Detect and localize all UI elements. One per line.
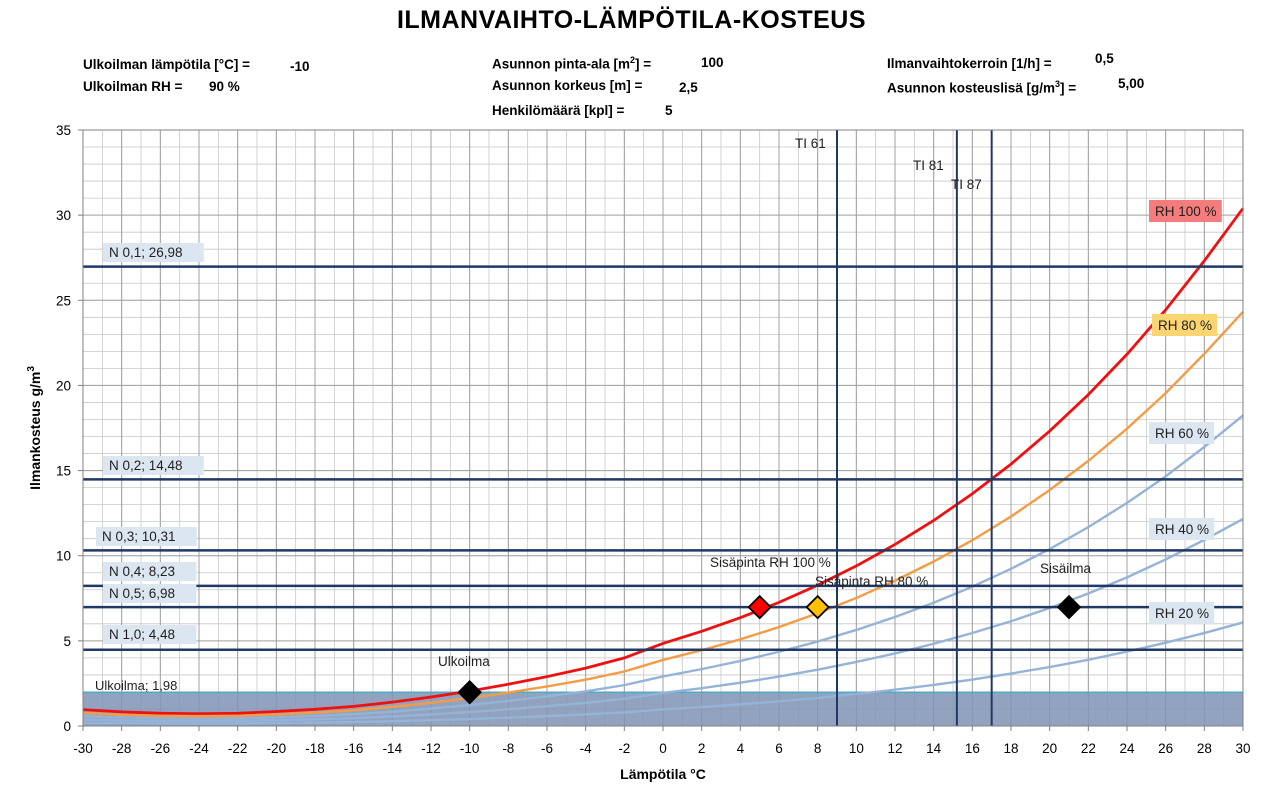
hline-label-bg-6: [103, 625, 197, 644]
area-value: 100: [701, 55, 724, 70]
persons-value: 5: [665, 103, 673, 118]
hline-label-bg-1: [103, 243, 204, 262]
x-tick-label: -20: [267, 741, 287, 756]
point-label-2: Sisäpinta RH 100 %: [710, 555, 831, 570]
x-tick-label: -28: [112, 741, 132, 756]
point-4: [1056, 594, 1082, 620]
persons-label: Henkilömäärä [kpl] =: [492, 103, 625, 118]
x-tick-label: -10: [460, 741, 480, 756]
hline-label-6: N 1,0; 4,48: [109, 627, 175, 642]
vline-label-2: TI 81: [913, 158, 944, 173]
hline-label-bg-3: [96, 527, 197, 546]
series-line-3: [82, 414, 1244, 720]
chart-title: ILMANVAIHTO-LÄMPÖTILA-KOSTEUS: [396, 6, 867, 34]
moisture-value: 5,00: [1118, 76, 1145, 91]
x-tick-label: -2: [618, 741, 630, 756]
y-tick-label: 30: [56, 208, 71, 223]
y-tick-label: 35: [56, 123, 71, 138]
x-tick-label: -14: [383, 741, 403, 756]
series-label-4: RH 40 %: [1155, 522, 1209, 537]
x-tick-label: 16: [965, 741, 980, 756]
series-label-3: RH 60 %: [1155, 426, 1209, 441]
point-2: [747, 594, 772, 620]
x-tick-label: 18: [1003, 741, 1018, 756]
x-tick-label: 10: [849, 741, 864, 756]
x-tick-label: 8: [814, 741, 822, 756]
x-tick-label: -30: [73, 741, 93, 756]
point-1: [457, 680, 482, 705]
hline-label-5: N 0,5; 6,98: [109, 586, 175, 601]
series-label-bg-4: [1149, 518, 1215, 540]
x-tick-label: -4: [580, 741, 592, 756]
series-label-bg-5: [1149, 602, 1215, 624]
series-label-bg-3: [1149, 422, 1215, 444]
y-tick-label: 0: [63, 719, 71, 734]
height-label: Asunnon korkeus [m] =: [492, 78, 643, 93]
x-tick-label: -22: [228, 741, 248, 756]
moisture-label: Asunnon kosteuslisä [g/m3] =: [887, 79, 1077, 96]
x-tick-label: -8: [502, 741, 514, 756]
point-label-1: Ulkoilma: [438, 654, 490, 669]
grid: [82, 129, 1244, 727]
y-tick-label: 20: [56, 378, 71, 393]
y-tick-label: 25: [56, 293, 71, 308]
x-tick-label: 6: [775, 741, 783, 756]
x-tick-label: 24: [1119, 741, 1135, 756]
hline-label-bg-5: [103, 584, 197, 603]
x-axis-title: Lämpötila °C: [620, 766, 706, 782]
point-3: [805, 594, 830, 620]
x-tick-label: 26: [1158, 741, 1173, 756]
y-tick-label: 10: [56, 549, 71, 564]
outdoor-rh-value: 90 %: [209, 79, 240, 94]
series-line-2: [82, 311, 1244, 718]
vline-label-3: TI 87: [951, 177, 982, 192]
x-tick-label: 14: [926, 741, 942, 756]
hline-label-4: N 0,4; 8,23: [109, 564, 175, 579]
vline-label-1: TI 61: [795, 136, 826, 151]
outdoor-band-label: Ulkoilma; 1,98: [95, 678, 177, 693]
y-tick-label: 5: [63, 634, 71, 649]
x-tick-label: -12: [421, 741, 441, 756]
series-line-5: [82, 621, 1244, 725]
point-label-3: Sisäpinta RH 80 %: [815, 574, 928, 589]
height-value: 2,5: [679, 80, 698, 95]
x-tick-label: 28: [1197, 741, 1212, 756]
hline-label-1: N 0,1; 26,98: [109, 245, 183, 260]
area-label: Asunnon pinta-ala [m2] =: [492, 55, 652, 72]
air-change-label: Ilmanvaihtokerroin [1/h] =: [887, 56, 1052, 71]
outdoor-rh-label: Ulkoilman RH =: [83, 79, 183, 94]
series-label-5: RH 20 %: [1155, 606, 1209, 621]
hline-label-bg-2: [103, 456, 204, 475]
hline-label-2: N 0,2; 14,48: [109, 458, 183, 473]
x-tick-label: -6: [541, 741, 553, 756]
hline-label-bg-4: [103, 562, 197, 581]
air-change-value: 0,5: [1095, 51, 1114, 66]
y-axis-title: Ilmankosteus g/m3: [26, 366, 43, 490]
series-label-1: RH 100 %: [1155, 204, 1217, 219]
x-tick-label: 0: [659, 741, 667, 756]
hline-label-3: N 0,3; 10,31: [102, 529, 176, 544]
x-tick-label: 12: [887, 741, 902, 756]
series-line-1: [82, 207, 1245, 716]
x-tick-label: -26: [151, 741, 171, 756]
series-label-2: RH 80 %: [1158, 318, 1212, 333]
x-tick-label: 20: [1042, 741, 1057, 756]
outdoor-temp-label: Ulkoilman lämpötila [°C] =: [83, 57, 251, 72]
x-tick-label: 2: [698, 741, 706, 756]
x-tick-label: -24: [189, 741, 209, 756]
x-tick-label: 30: [1235, 741, 1250, 756]
outdoor-temp-value: -10: [290, 59, 310, 74]
x-tick-label: -18: [305, 741, 325, 756]
x-tick-label: -16: [344, 741, 364, 756]
series-label-bg-2: [1152, 314, 1218, 336]
series-label-bg-1: [1149, 200, 1222, 222]
y-tick-label: 15: [56, 464, 71, 479]
x-tick-label: 4: [737, 741, 745, 756]
point-label-4: Sisäilma: [1040, 561, 1092, 576]
x-tick-label: 22: [1081, 741, 1096, 756]
